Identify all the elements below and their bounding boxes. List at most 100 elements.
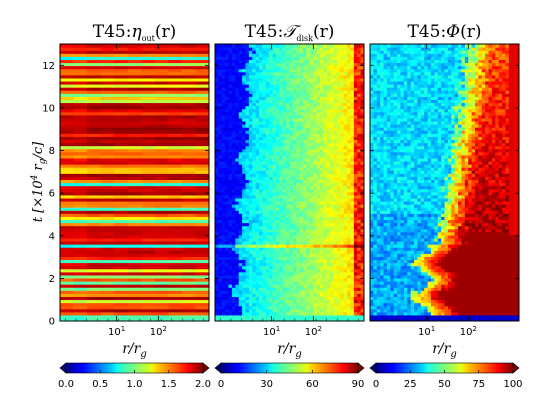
heat-cell [154, 71, 169, 76]
heat-cell [141, 231, 156, 236]
heat-cell [141, 219, 156, 224]
heat-cell [238, 191, 243, 196]
heat-cell [215, 296, 219, 301]
heat-cell [309, 105, 314, 110]
heat-cell [248, 151, 253, 156]
heat-cell [289, 302, 294, 307]
heat-cell [114, 170, 129, 174]
heat-cell [242, 314, 247, 319]
heat-cell [238, 244, 243, 248]
heat-cell [252, 219, 257, 224]
heat-cell [279, 222, 284, 227]
heat-cell [262, 182, 267, 187]
heat-cell [347, 194, 352, 199]
heat-cell [228, 50, 233, 54]
heat-cell [279, 124, 284, 128]
heat-cell [286, 244, 291, 248]
heat-cell [252, 90, 257, 94]
heat-cell [296, 47, 301, 51]
heat-cell [215, 237, 219, 242]
heat-cell [245, 84, 250, 88]
heat-cell [231, 247, 236, 251]
heat-cell [235, 87, 240, 91]
heat-cell [242, 108, 247, 113]
heat-cell [330, 120, 335, 125]
heat-cell [269, 222, 274, 227]
heat-cell [316, 200, 321, 205]
heat-cell [350, 256, 355, 261]
heat-cell [231, 271, 236, 276]
heat-cell [242, 127, 247, 131]
heat-cell [195, 204, 209, 208]
heat-cell [272, 237, 277, 242]
heat-cell [306, 244, 311, 248]
heat-cell [252, 314, 257, 319]
heat-cell [272, 231, 277, 236]
heat-cell [330, 253, 335, 257]
heat-cell [269, 299, 274, 304]
heat-cell [289, 176, 294, 181]
heat-cell [262, 228, 267, 233]
heat-cell [269, 145, 274, 150]
heat-cell [313, 188, 318, 193]
heat-cell [215, 179, 219, 184]
heat-cell [306, 225, 311, 230]
heat-cell [286, 108, 291, 113]
heat-cell [259, 296, 264, 301]
heat-cell [262, 287, 267, 291]
heat-cell [286, 277, 291, 282]
heat-cell [336, 99, 341, 104]
heat-cell [309, 160, 314, 165]
heat-cell [279, 219, 284, 224]
heat-cell [221, 151, 226, 156]
heat-cell [347, 277, 352, 282]
heat-cell [245, 157, 250, 162]
heat-cell [347, 127, 352, 131]
heat-cell [353, 111, 358, 116]
heat-cell [141, 210, 156, 214]
heat-cell [353, 71, 358, 76]
heat-cell [323, 133, 328, 137]
heat-cell [326, 317, 331, 321]
heat-cell [347, 96, 352, 100]
heat-cell [195, 234, 209, 239]
heat-cell [154, 250, 169, 254]
heat-cell [347, 240, 352, 245]
heat-cell [100, 47, 115, 51]
heat-cell [238, 56, 243, 60]
heat-cell [309, 204, 314, 208]
heat-cell [235, 185, 240, 190]
heat-cell [221, 124, 226, 128]
heat-cell [282, 120, 287, 125]
heat-cell [73, 222, 88, 227]
heat-cell [235, 108, 240, 113]
heat-cell [370, 317, 374, 321]
heat-cell [248, 259, 253, 264]
heat-cell [316, 164, 321, 168]
heat-cell [238, 105, 243, 110]
heat-cell [235, 210, 240, 214]
heat-cell [279, 105, 284, 110]
heat-cell [340, 191, 345, 196]
heat-cell [228, 74, 233, 79]
heat-cell [336, 308, 341, 313]
heat-cell [168, 99, 183, 104]
heat-cell [319, 237, 324, 242]
heat-cell [255, 170, 260, 174]
heat-cell [181, 127, 197, 131]
heat-cell [289, 71, 294, 76]
heat-cell [127, 213, 142, 217]
heat-cell [60, 191, 75, 196]
heat-cell [326, 277, 331, 282]
heat-cell [303, 136, 308, 141]
heat-cell [231, 256, 236, 261]
heat-cell [238, 253, 243, 257]
heat-cell [289, 293, 294, 297]
heat-cell [360, 80, 364, 85]
heat-cell [350, 314, 355, 319]
heat-cell [114, 280, 129, 285]
heat-cell [275, 90, 280, 94]
heat-cell [238, 108, 243, 113]
heat-cell [195, 231, 209, 236]
heat-cell [275, 207, 280, 211]
